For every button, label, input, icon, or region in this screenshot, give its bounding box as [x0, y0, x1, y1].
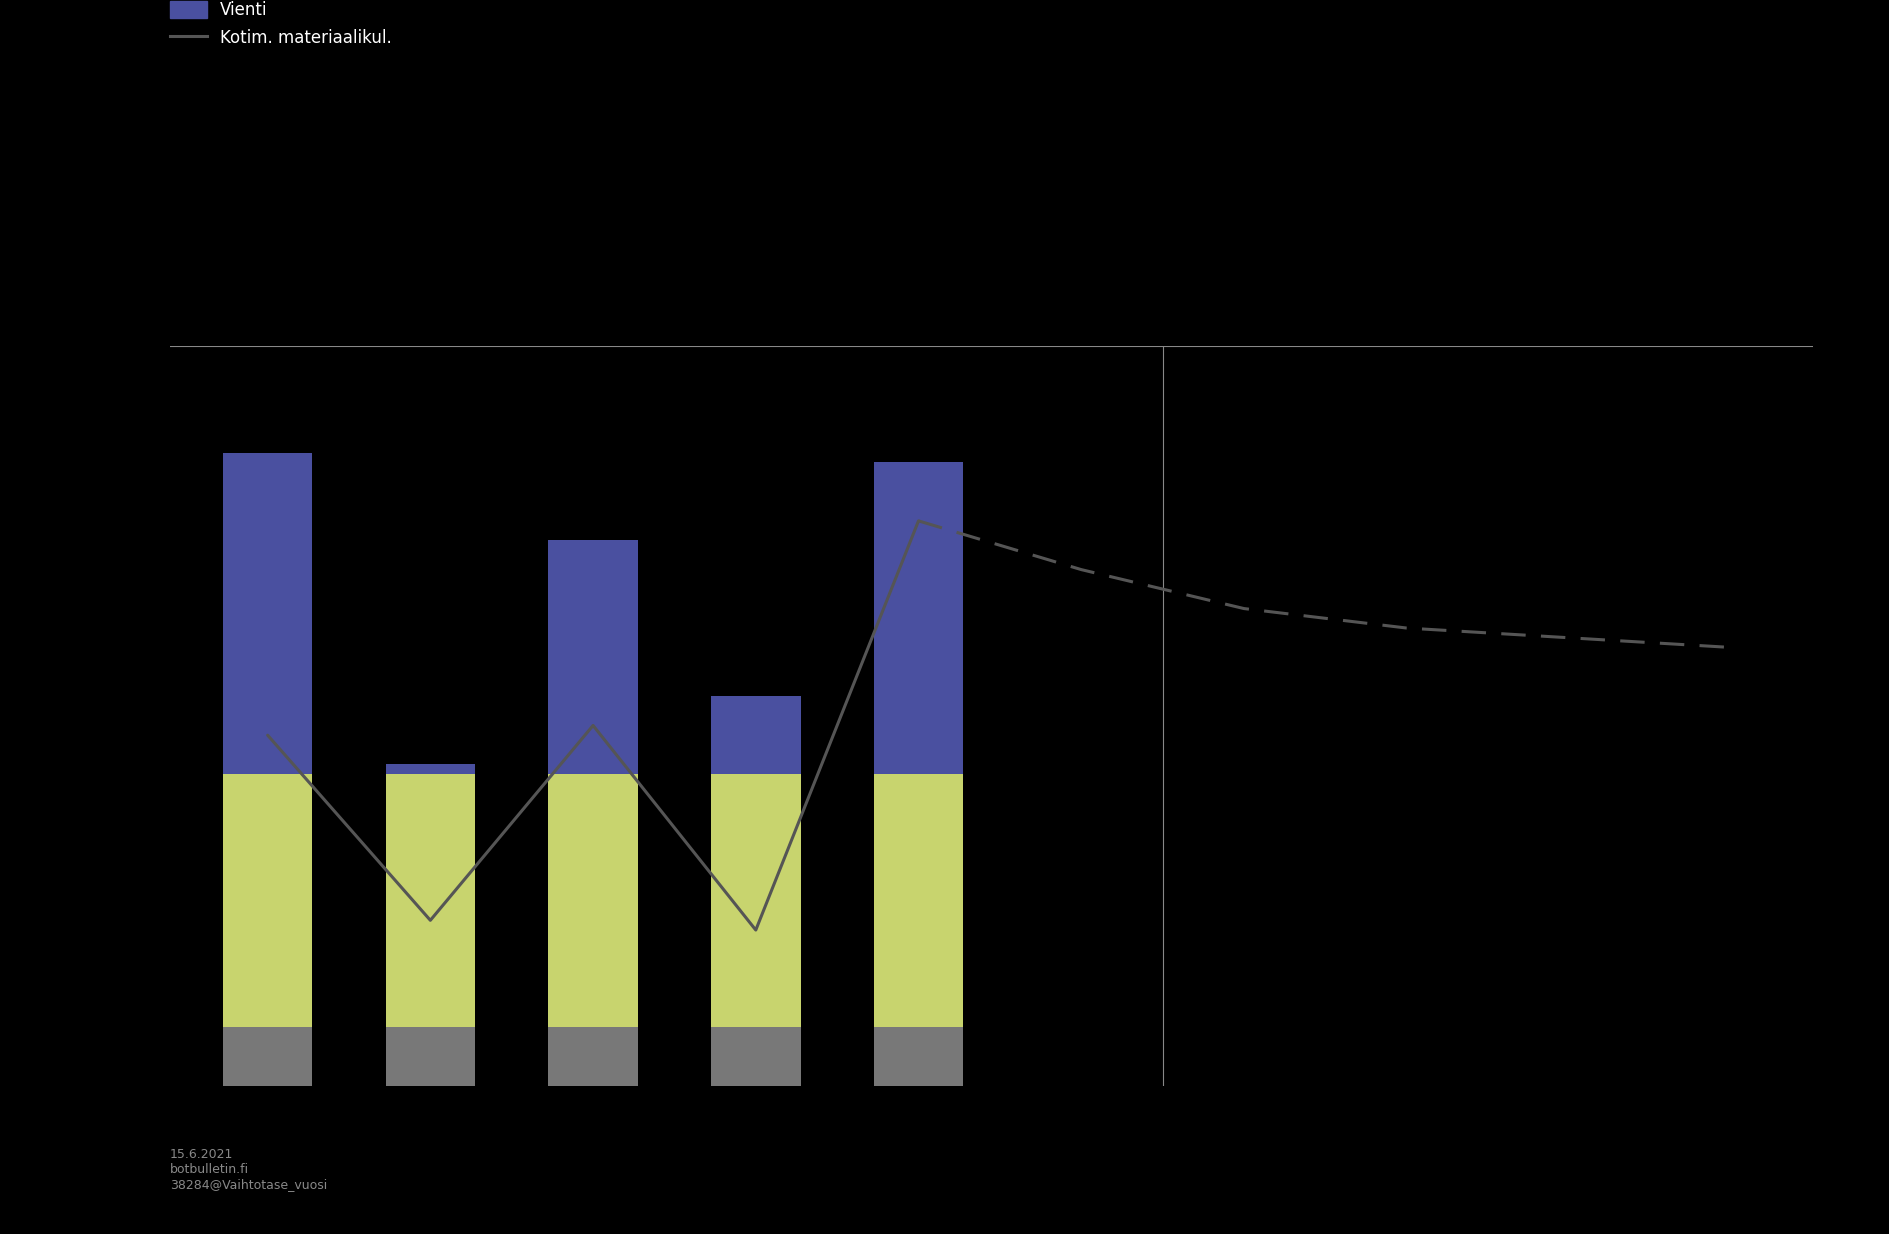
Bar [548, 540, 638, 774]
Bar [710, 774, 801, 1028]
Bar [710, 696, 801, 774]
Bar [385, 764, 476, 774]
Bar [875, 774, 963, 1028]
Bar [548, 774, 638, 1028]
Bar [223, 1028, 312, 1086]
Bar [223, 453, 312, 774]
Bar [875, 1028, 963, 1086]
Bar [875, 463, 963, 774]
Text: 15.6.2021
botbulletin.fi
38284@Vaihtotase_vuosi: 15.6.2021 botbulletin.fi 38284@Vaihtotas… [170, 1148, 327, 1191]
Bar [385, 1028, 476, 1086]
Bar [223, 774, 312, 1028]
Bar [548, 1028, 638, 1086]
Bar [710, 1028, 801, 1086]
Legend: Kotim. materiaalit, Tuonti, Vienti, Kotim. materiaalikul.: Kotim. materiaalit, Tuonti, Vienti, Koti… [170, 0, 391, 47]
Bar [385, 774, 476, 1028]
